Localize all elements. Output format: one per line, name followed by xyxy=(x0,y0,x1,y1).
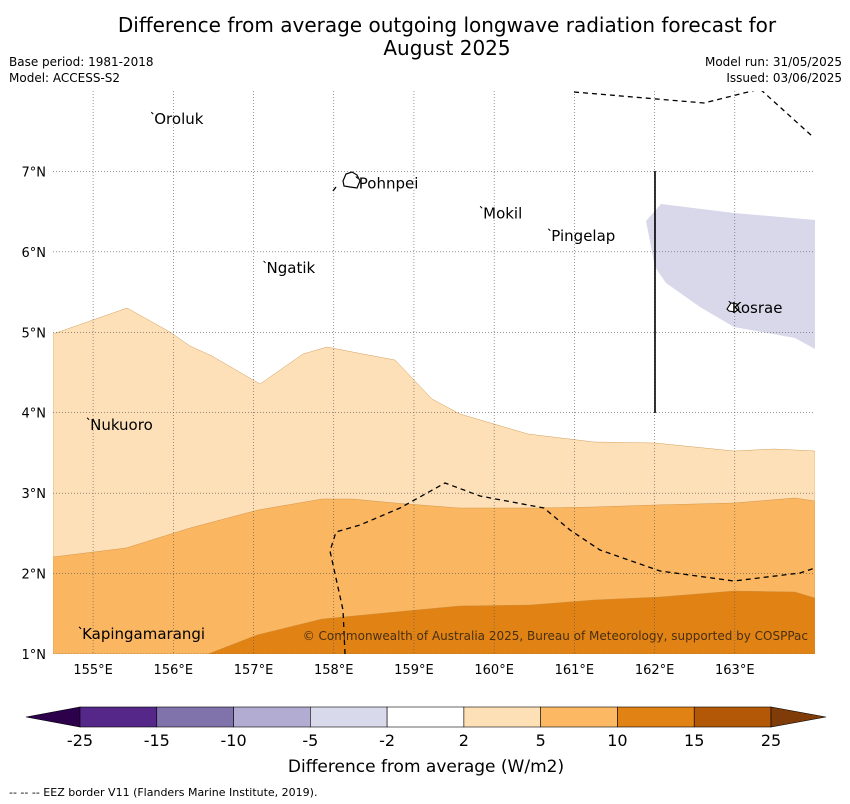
latitude-tick-label: 5°N xyxy=(22,326,47,341)
longitude-tick-label: 157°E xyxy=(234,663,274,678)
eez-border-north xyxy=(573,91,813,137)
latitude-tick-label: 6°N xyxy=(22,246,47,261)
place-label: Nukuoro xyxy=(90,416,153,434)
longitude-tick-label: 160°E xyxy=(474,663,514,678)
colorbar-segment xyxy=(617,706,695,728)
place-label: Pingelap xyxy=(551,227,615,245)
place-marker xyxy=(150,111,154,115)
kosrae-island-outline xyxy=(726,302,740,313)
place-label: Kosrae xyxy=(732,299,783,317)
anomaly-region-10-to-15 xyxy=(207,590,815,654)
eez-border-pohnpei-stub xyxy=(332,186,337,192)
longitude-tick-label: 161°E xyxy=(555,663,595,678)
place-labels: Oroluk Pohnpei Mokil Pingelap Ngatik Kosrae Nu… xyxy=(78,110,783,643)
meta-right: Model run: 31/05/2025 Issued: 03/06/2025 xyxy=(705,54,842,86)
latitude-tick-label: 4°N xyxy=(22,407,47,422)
eez-border-south xyxy=(329,482,815,654)
place-marker xyxy=(355,176,359,179)
colorbar-segment xyxy=(310,706,388,728)
pohnpei-island-outline xyxy=(342,171,361,189)
colorbar-segment xyxy=(386,706,465,728)
issued-label: Issued: 03/06/2025 xyxy=(726,71,842,85)
colorbar-segment xyxy=(156,706,234,728)
colorbar-tick-label: -15 xyxy=(144,731,170,750)
colorbar-tick-label: 5 xyxy=(536,731,546,750)
place-label: Oroluk xyxy=(154,110,203,128)
colorbar-tick-label: 10 xyxy=(607,731,627,750)
colorbar-segment xyxy=(463,706,541,728)
longitude-tick-label: 163°E xyxy=(715,663,755,678)
model-label: Model: ACCESS-S2 xyxy=(9,71,121,85)
colorbar: -25 -15 -10 -5 -2 2 5 10 15 25 xyxy=(25,706,827,750)
latitude-tick-labels: 1°N 2°N 3°N 4°N 5°N 6°N 7°N xyxy=(22,165,47,663)
eez-footnote: -- -- -- EEZ border V11 (Flanders Marine… xyxy=(9,786,318,799)
colorbar-tick-label: -25 xyxy=(67,731,93,750)
map-title: Difference from average outgoing longwav… xyxy=(0,14,850,60)
copyright-text: © Commonwealth of Australia 2025, Bureau… xyxy=(303,629,808,643)
longitude-tick-label: 156°E xyxy=(154,663,194,678)
place-marker xyxy=(78,626,82,630)
colorbar-tick-label: -2 xyxy=(379,731,395,750)
meta-left: Base period: 1981-2018 Model: ACCESS-S2 xyxy=(9,54,154,86)
colorbar-tick-label: 2 xyxy=(459,731,469,750)
colorbar-segment xyxy=(693,706,772,728)
longitude-tick-label: 158°E xyxy=(314,663,354,678)
colorbar-segment xyxy=(233,706,311,728)
colorbar-extend-high xyxy=(770,706,827,728)
latitude-tick-label: 1°N xyxy=(22,648,47,663)
title-line-1: Difference from average outgoing longwav… xyxy=(117,13,777,37)
longitude-tick-label: 159°E xyxy=(394,663,434,678)
latitude-tick-label: 7°N xyxy=(22,165,47,180)
colorbar-extend-low xyxy=(25,706,81,728)
longitude-tick-label: 162°E xyxy=(635,663,675,678)
latitude-tick-label: 2°N xyxy=(22,568,47,583)
map-area: Oroluk Pohnpei Mokil Pingelap Ngatik Kosrae Nu… xyxy=(53,91,815,654)
place-label: Mokil xyxy=(483,204,522,222)
place-marker xyxy=(479,205,483,209)
colorbar-segment xyxy=(79,706,158,728)
latitude-tick-label: 3°N xyxy=(22,487,47,502)
place-marker xyxy=(263,260,266,264)
longitude-tick-label: 155°E xyxy=(73,663,113,678)
colorbar-tick-label: -5 xyxy=(302,731,318,750)
colorbar-title: Difference from average (W/m2) xyxy=(288,757,564,777)
place-label: Kapingamarangi xyxy=(82,625,205,643)
colorbar-tick-label: 15 xyxy=(684,731,704,750)
colorbar-segment xyxy=(540,706,618,728)
colorbar-tick-label: 25 xyxy=(761,731,781,750)
place-marker xyxy=(728,300,732,304)
place-marker xyxy=(547,228,551,232)
place-label: Pohnpei xyxy=(359,174,419,192)
place-label: Ngatik xyxy=(267,259,316,277)
anomaly-region-minus5-to-minus2 xyxy=(646,204,815,349)
title-line-2: August 2025 xyxy=(383,36,511,60)
base-period-label: Base period: 1981-2018 xyxy=(9,55,154,69)
colorbar-tick-label: -10 xyxy=(220,731,246,750)
longitude-tick-labels: 155°E 156°E 157°E 158°E 159°E 160°E 161°E 162°E… xyxy=(73,663,754,678)
model-run-label: Model run: 31/05/2025 xyxy=(704,55,842,69)
graticule xyxy=(53,91,815,654)
place-marker xyxy=(86,417,90,421)
